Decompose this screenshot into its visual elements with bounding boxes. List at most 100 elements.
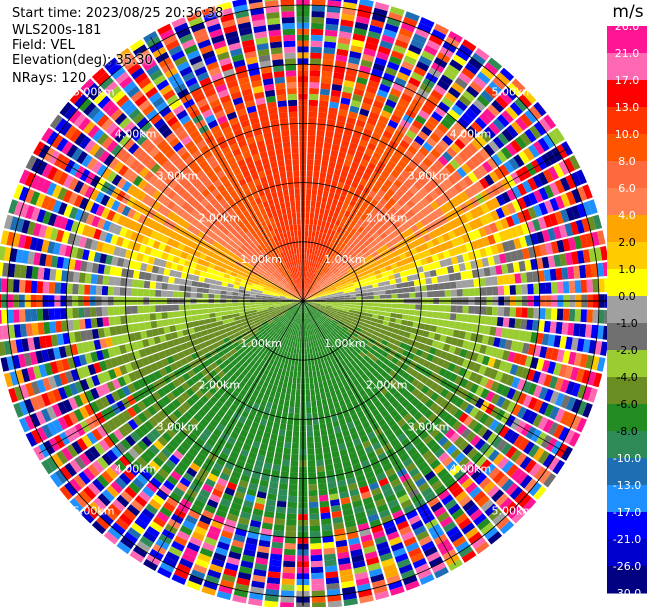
ray-gate xyxy=(307,466,316,473)
ray-gate xyxy=(568,237,577,251)
ray-gate xyxy=(138,271,146,280)
ray-gate xyxy=(396,33,411,44)
ray-gate xyxy=(532,140,545,155)
ray-gate xyxy=(343,230,350,238)
ray-gate xyxy=(303,296,308,301)
ray-gate xyxy=(429,269,437,277)
ray-gate xyxy=(574,280,582,293)
ray-gate xyxy=(313,267,317,274)
ray-gate xyxy=(431,254,440,262)
ray-gate xyxy=(345,278,353,283)
ray-gate xyxy=(346,117,357,125)
ray-gate xyxy=(371,251,379,258)
ray-gate xyxy=(362,96,374,106)
ray-gate xyxy=(345,247,352,254)
ray-gate xyxy=(406,320,414,327)
ray-gate xyxy=(385,303,392,308)
ray-gate xyxy=(448,86,461,99)
ray-gate xyxy=(221,315,229,321)
ray-gate xyxy=(405,189,415,199)
ray-gate xyxy=(267,298,274,301)
ray-gate xyxy=(458,94,472,107)
ray-gate xyxy=(317,277,323,283)
ray-gate xyxy=(390,284,397,290)
ray-gate xyxy=(346,232,354,240)
ray-gate xyxy=(306,247,310,254)
ray-gate xyxy=(576,203,587,218)
ray-gate xyxy=(306,271,309,278)
ray-gate xyxy=(313,171,320,178)
ray-gate xyxy=(137,280,145,288)
ray-gate xyxy=(328,161,336,169)
ray-gate xyxy=(522,194,533,208)
ray-gate xyxy=(209,312,216,318)
ray-gate xyxy=(296,377,301,384)
ray-gate xyxy=(310,395,316,402)
ray-gate xyxy=(179,310,186,317)
ray-gate xyxy=(336,157,345,165)
ray-gate xyxy=(397,288,404,294)
ray-gate xyxy=(244,305,251,309)
ray-gate xyxy=(516,341,524,353)
ray-gate xyxy=(337,274,344,280)
ray-gate xyxy=(507,82,522,97)
ray-gate xyxy=(313,282,319,288)
ray-gate xyxy=(287,418,294,425)
ray-gate xyxy=(349,199,357,208)
ray-gate xyxy=(542,169,554,183)
ray-gate xyxy=(350,99,362,108)
ray-gate xyxy=(400,169,411,180)
ray-gate xyxy=(305,259,309,266)
ray-gate xyxy=(340,242,346,250)
ray-gate xyxy=(318,278,324,284)
ray-gate xyxy=(226,295,233,299)
ray-gate xyxy=(405,82,418,93)
ray-gate xyxy=(336,200,344,208)
ray-gate xyxy=(108,276,116,286)
ray-gate xyxy=(314,159,321,166)
ray-gate xyxy=(330,287,337,291)
ray-gate xyxy=(296,348,300,355)
ray-gate xyxy=(417,130,429,141)
ray-gate xyxy=(400,319,408,326)
ray-gate xyxy=(192,320,200,327)
ray-gate xyxy=(397,198,406,207)
ray-gate xyxy=(570,251,579,265)
ray-gate xyxy=(339,208,346,216)
ray-gate xyxy=(84,318,92,329)
ray-gate xyxy=(308,297,315,300)
ray-gate xyxy=(458,72,472,85)
ray-gate xyxy=(322,65,333,72)
ray-gate xyxy=(434,186,444,196)
ray-gate xyxy=(7,278,14,293)
ray-gate xyxy=(389,279,397,285)
ray-gate xyxy=(321,220,327,228)
ray-gate xyxy=(429,247,437,256)
ray-gate xyxy=(232,309,239,314)
ray-gate xyxy=(185,310,192,316)
ray-gate xyxy=(306,291,311,297)
ray-gate xyxy=(449,219,458,230)
ray-gate xyxy=(294,359,299,366)
ray-gate xyxy=(329,155,337,163)
ray-gate xyxy=(317,124,326,131)
ray-gate xyxy=(339,25,353,34)
ray-gate xyxy=(101,285,109,296)
ray-gate xyxy=(456,235,465,246)
ray-gate xyxy=(435,268,443,276)
ray-gate xyxy=(319,292,326,295)
ray-gate xyxy=(348,56,361,65)
ray-gate xyxy=(331,237,337,244)
ray-gate xyxy=(131,314,139,323)
ray-gate xyxy=(371,185,380,194)
ray-gate xyxy=(119,306,126,315)
ray-gate xyxy=(404,11,420,22)
ray-gate xyxy=(408,44,422,55)
ray-gate xyxy=(318,244,323,251)
ray-gate xyxy=(558,160,570,176)
ray-gate xyxy=(226,306,233,311)
ray-gate xyxy=(284,543,296,550)
ray-gate xyxy=(274,452,283,460)
ray-gate xyxy=(312,242,317,250)
ray-gate xyxy=(311,400,317,408)
